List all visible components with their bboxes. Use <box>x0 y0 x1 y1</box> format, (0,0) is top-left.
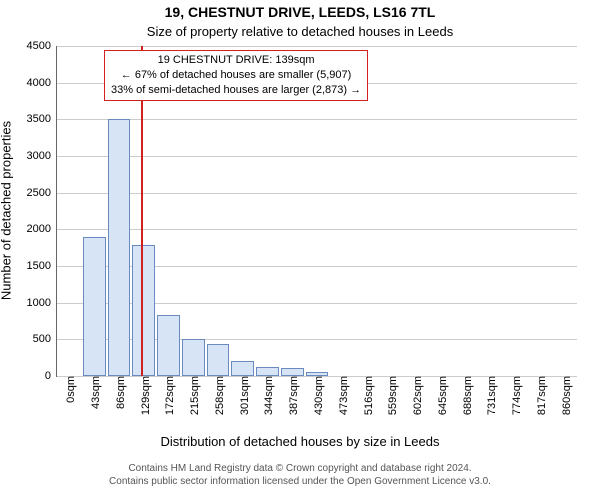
x-tick-label: 129sqm <box>136 376 152 415</box>
y-tick-label: 4500 <box>27 40 57 52</box>
histogram-bar <box>256 367 279 376</box>
x-tick-label: 559sqm <box>383 376 399 415</box>
gridline <box>57 119 577 120</box>
y-tick-label: 0 <box>45 370 57 382</box>
x-tick-label: 602sqm <box>408 376 424 415</box>
histogram-bar <box>83 237 106 376</box>
y-tick-label: 500 <box>33 333 57 345</box>
x-axis-label: Distribution of detached houses by size … <box>0 434 600 449</box>
annotation-line: 19 CHESTNUT DRIVE: 139sqm <box>111 53 361 68</box>
x-tick-label: 301sqm <box>235 376 251 415</box>
chart-subtitle: Size of property relative to detached ho… <box>0 24 600 39</box>
gridline <box>57 156 577 157</box>
x-tick-label: 731sqm <box>482 376 498 415</box>
y-tick-label: 1500 <box>27 260 57 272</box>
x-tick-label: 860sqm <box>557 376 573 415</box>
x-tick-label: 43sqm <box>86 376 102 409</box>
histogram-bar <box>231 361 254 376</box>
y-axis-label: Number of detached properties <box>0 111 14 311</box>
x-tick-label: 0sqm <box>61 376 77 403</box>
footer-line-1: Contains HM Land Registry data © Crown c… <box>0 462 600 475</box>
histogram-bar <box>132 245 155 376</box>
histogram-bar <box>281 368 304 376</box>
y-tick-label: 3000 <box>27 150 57 162</box>
histogram-bar <box>182 339 205 376</box>
x-tick-label: 774sqm <box>507 376 523 415</box>
y-tick-label: 3500 <box>27 113 57 125</box>
histogram-bar <box>157 315 180 376</box>
x-tick-label: 172sqm <box>160 376 176 415</box>
annotation-line: ← 67% of detached houses are smaller (5,… <box>111 68 361 83</box>
x-tick-label: 86sqm <box>111 376 127 409</box>
y-tick-label: 2000 <box>27 223 57 235</box>
gridline <box>57 193 577 194</box>
histogram-bar <box>207 344 230 376</box>
x-tick-label: 215sqm <box>185 376 201 415</box>
x-tick-label: 645sqm <box>433 376 449 415</box>
x-tick-label: 344sqm <box>259 376 275 415</box>
y-tick-label: 1000 <box>27 297 57 309</box>
chart-title: 19, CHESTNUT DRIVE, LEEDS, LS16 7TL <box>0 4 600 20</box>
gridline <box>57 46 577 47</box>
footer-attribution: Contains HM Land Registry data © Crown c… <box>0 462 600 488</box>
x-tick-label: 473sqm <box>334 376 350 415</box>
histogram-bar <box>108 119 131 376</box>
x-tick-label: 387sqm <box>284 376 300 415</box>
gridline <box>57 229 577 230</box>
footer-line-2: Contains public sector information licen… <box>0 475 600 488</box>
x-tick-label: 688sqm <box>458 376 474 415</box>
chart-container: 19, CHESTNUT DRIVE, LEEDS, LS16 7TL Size… <box>0 0 600 500</box>
x-tick-label: 430sqm <box>309 376 325 415</box>
x-tick-label: 817sqm <box>532 376 548 415</box>
y-tick-label: 4000 <box>27 77 57 89</box>
x-tick-label: 516sqm <box>359 376 375 415</box>
x-tick-label: 258sqm <box>210 376 226 415</box>
y-tick-label: 2500 <box>27 187 57 199</box>
annotation-box: 19 CHESTNUT DRIVE: 139sqm← 67% of detach… <box>104 50 368 101</box>
annotation-line: 33% of semi-detached houses are larger (… <box>111 83 361 98</box>
